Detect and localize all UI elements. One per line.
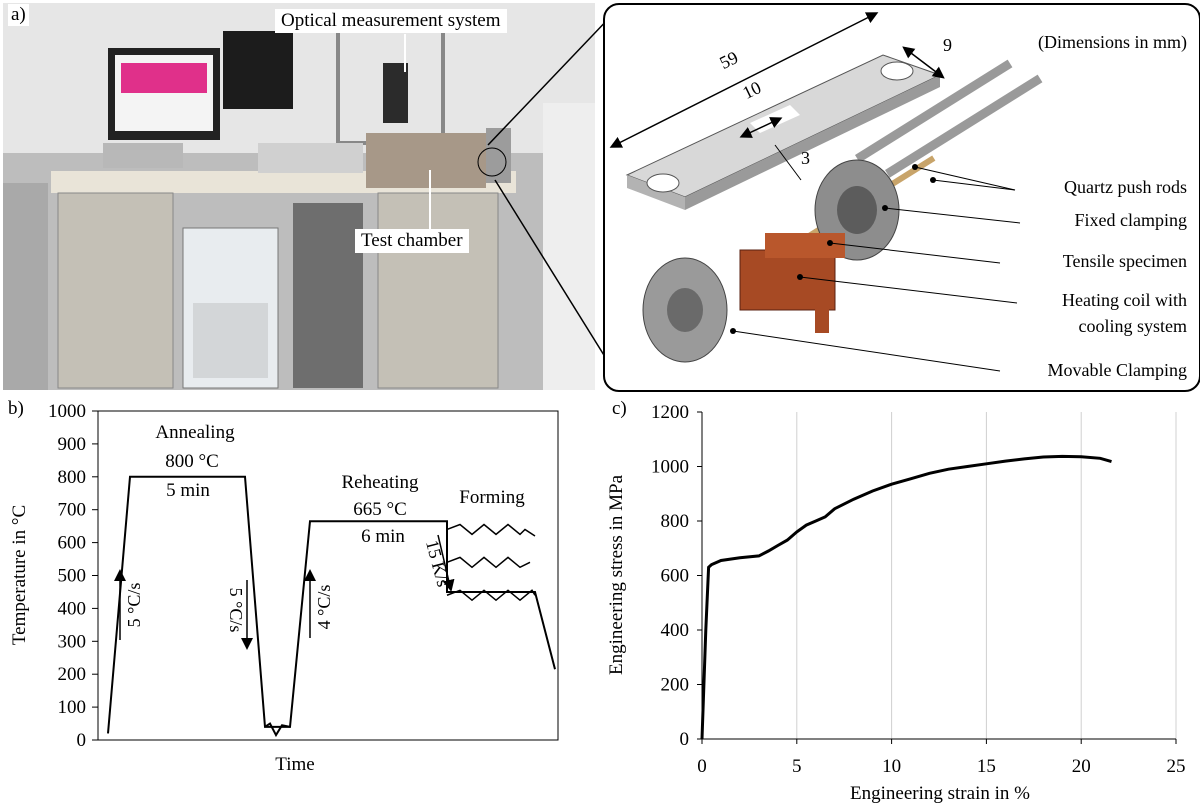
rate-arrow-4 bbox=[437, 534, 455, 592]
chart-b-ylabel: Temperature in °C bbox=[9, 505, 30, 645]
test-chamber-detail: (Dimensions in mm) 59 9 10 3 Quartz push… bbox=[603, 3, 1200, 392]
temperature-profile-chart: 0 100 200 300 400 500 600 700 800 900 1000 Tempera… bbox=[9, 401, 559, 775]
reheating-time: 6 min bbox=[361, 526, 405, 547]
callout-movable-clamping: Movable Clamping bbox=[1047, 360, 1187, 380]
lab-photo-drawing bbox=[3, 3, 595, 390]
temperature-profile-line bbox=[107, 475, 556, 734]
dim-gauge-width: 3 bbox=[801, 148, 810, 168]
chart-b-ytick-label-4: 400 bbox=[58, 598, 87, 619]
chart-c-ytick-label-4: 800 bbox=[661, 511, 690, 532]
chart-b-ytick-label-2: 200 bbox=[58, 664, 87, 685]
forming-line-1 bbox=[446, 523, 536, 537]
chamber-schematic bbox=[609, 12, 1043, 372]
chart-b-ytick-label-0: 0 bbox=[77, 730, 87, 751]
chart-c-ytick-label-5: 1000 bbox=[651, 457, 689, 478]
chart-b-ytick-label-7: 700 bbox=[58, 500, 87, 521]
panel-b-letter: b) bbox=[8, 398, 24, 419]
chart-b-ytick-label-8: 800 bbox=[58, 467, 87, 488]
chart-c-xtick-label-2: 10 bbox=[882, 756, 901, 777]
optical-system-label: Optical measurement system bbox=[275, 9, 507, 33]
chart-c-xtick-label-5: 25 bbox=[1167, 756, 1186, 777]
forming-label: Forming bbox=[459, 487, 525, 508]
annealing-label: Annealing bbox=[155, 422, 235, 443]
forming-line-3 bbox=[446, 589, 536, 602]
chart-b-ytick-label-9: 900 bbox=[58, 434, 87, 455]
chart-c-xtick-label-4: 20 bbox=[1072, 756, 1091, 777]
chart-c-xtick-label-3: 15 bbox=[977, 756, 996, 777]
rate-label-2: 5 °C/s bbox=[226, 588, 246, 633]
stress-strain-chart: 0 5 10 15 20 25 0 200 400 600 800 1000 1200 Engineer… bbox=[606, 402, 1186, 804]
chart-b-ytick-label-1: 100 bbox=[58, 697, 87, 718]
reheating-temp: 665 °C bbox=[353, 499, 407, 520]
rate-label-3: 4 °C/s bbox=[314, 585, 334, 630]
chart-b-xlabel: Time bbox=[275, 754, 314, 775]
annealing-time: 5 min bbox=[166, 480, 210, 501]
panel-c-letter: c) bbox=[612, 398, 627, 419]
dim-width: 9 bbox=[943, 35, 952, 55]
dimensions-note: (Dimensions in mm) bbox=[1038, 32, 1187, 52]
forming-line-2 bbox=[446, 556, 531, 569]
chart-b-ytick-label-6: 600 bbox=[58, 533, 87, 554]
rate-label-4: 15 K/s bbox=[422, 538, 454, 589]
chart-b-frame bbox=[97, 410, 559, 741]
stress-strain-curve bbox=[700, 454, 1112, 740]
reheating-label: Reheating bbox=[341, 472, 419, 493]
chart-c-xtick-label-1: 5 bbox=[792, 756, 802, 777]
chart-c-ytick-label-1: 200 bbox=[661, 675, 690, 696]
quench-wiggle bbox=[264, 722, 291, 738]
annealing-temp: 800 °C bbox=[165, 451, 219, 472]
panel-a-letter: a) bbox=[8, 4, 29, 26]
photo-pointer-lines bbox=[404, 14, 613, 361]
callout-quartz-push-rods: Quartz push rods bbox=[1064, 177, 1187, 197]
callout-tensile-specimen: Tensile specimen bbox=[1062, 251, 1187, 271]
chart-c-ylabel: Engineering stress in MPa bbox=[606, 474, 627, 675]
chart-c-xtick-label-0: 0 bbox=[697, 756, 707, 777]
chart-b-ytick-label-3: 300 bbox=[58, 631, 87, 652]
test-chamber-label: Test chamber bbox=[355, 229, 469, 253]
chart-c-ytick-label-2: 400 bbox=[661, 620, 690, 641]
chart-b-ytick-label-5: 500 bbox=[58, 566, 87, 587]
rate-label-1: 5 °C/s bbox=[124, 583, 144, 628]
callout-heating-coil-line1: Heating coil with bbox=[1062, 290, 1187, 310]
chart-c-xlabel: Engineering strain in % bbox=[850, 783, 1030, 804]
callout-heating-coil-line2: cooling system bbox=[1078, 316, 1188, 336]
chart-b-ytick-label-10: 1000 bbox=[48, 401, 86, 422]
chart-c-ytick-label-0: 0 bbox=[680, 729, 690, 750]
lab-photo bbox=[3, 3, 595, 390]
callout-fixed-clamping: Fixed clamping bbox=[1074, 210, 1187, 230]
chart-c-ytick-label-6: 1200 bbox=[651, 402, 689, 423]
chart-c-ytick-label-3: 600 bbox=[661, 566, 690, 587]
